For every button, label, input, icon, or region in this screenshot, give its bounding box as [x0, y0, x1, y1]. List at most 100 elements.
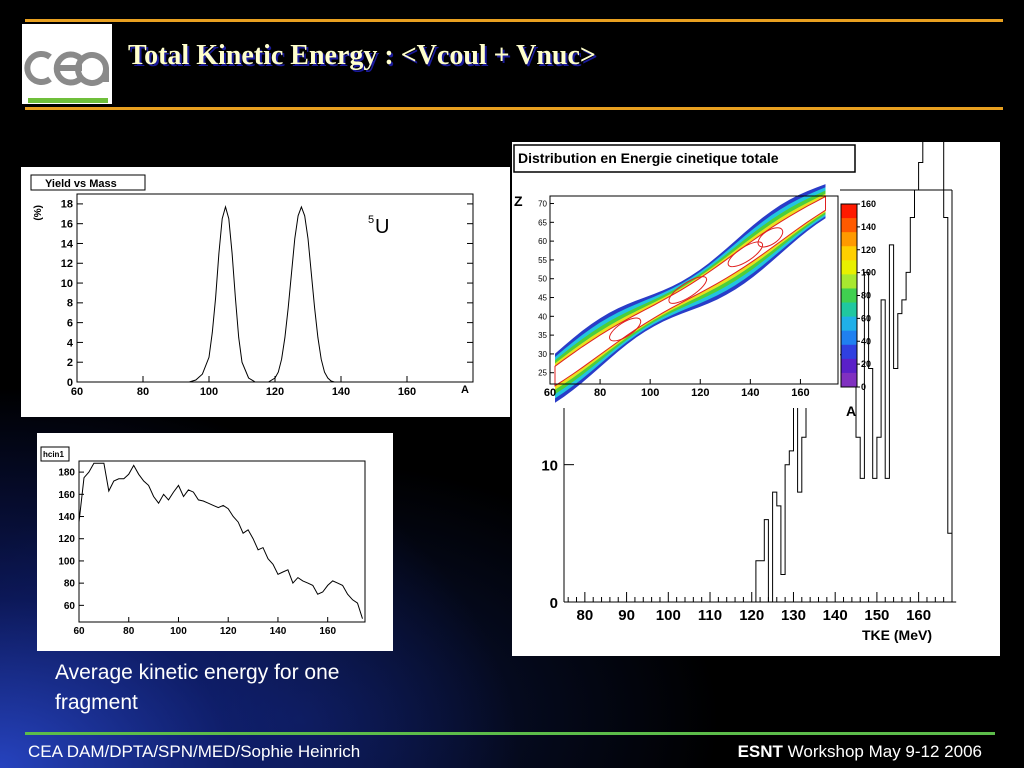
hcin1-frame — [78, 460, 366, 623]
tke-panel: 80 90 100 110 120 130 140 150 160 0 10 20 Distribut… — [512, 0, 1000, 656]
yield-x-tick-label: 140 — [332, 386, 350, 398]
heatmap-chart-title: Distribution en Energie cinetique totale — [518, 150, 779, 166]
colorbar-band — [841, 288, 857, 304]
hcin1-title-box — [40, 446, 70, 462]
colorbar-band — [841, 358, 857, 374]
yield-x-tick-label: 160 — [398, 386, 416, 398]
colorbar-tick-label: 120 — [861, 245, 876, 255]
yield-chart-title: Yield vs Mass — [45, 178, 117, 190]
tke-x-tick-label: 110 — [698, 607, 722, 624]
hcin1-series-line — [78, 462, 363, 619]
colorbar-band — [841, 246, 857, 261]
heatmap-contour — [757, 227, 784, 248]
cea-logo-icon — [24, 51, 109, 103]
hcin1-x-tick-label: 160 — [319, 626, 336, 637]
colorbar-tick-label: 40 — [861, 336, 871, 346]
hcin1-y-tick-label: 120 — [58, 534, 75, 545]
title-rule-bottom — [25, 107, 1003, 110]
hcin1-x-tick-label: 60 — [73, 626, 85, 637]
hcin1-x-tick-label: 120 — [220, 626, 237, 637]
colorbar-band — [841, 218, 857, 233]
heatmap-y-axis-label: Z — [514, 193, 523, 209]
hcin1-y-tick-label: 80 — [64, 579, 76, 590]
hcin1-y-tick-label: 160 — [58, 490, 75, 501]
heatmap-x-tick-label: 60 — [544, 387, 556, 399]
heatmap-y-tick-label: 30 — [538, 350, 547, 359]
heatmap-y-tick-label: 70 — [538, 200, 547, 209]
colorbar-band — [841, 232, 857, 247]
heatmap-y-tick-label: 60 — [538, 237, 547, 246]
tke-x-tick-label: 80 — [577, 607, 594, 624]
page-title: Total Kinetic Energy : <Vcoul + Vnuc> — [128, 40, 596, 71]
hcin1-x-tick-label: 140 — [270, 626, 287, 637]
colorbar-tick-label: 80 — [861, 291, 871, 301]
colorbar-band — [841, 274, 857, 289]
footer-event-bold: ESNT — [737, 742, 783, 761]
colorbar-band — [841, 316, 857, 332]
footer-rule — [25, 732, 995, 735]
yield-annotation-superscript: 5 — [368, 214, 374, 226]
yield-vs-mass-panel: Yield vs Mass (%) A 5 U 60 80 100 120 140 160… — [21, 167, 510, 417]
heatmap-x-tick-label: 140 — [741, 387, 759, 399]
yield-y-tick-label: 18 — [61, 199, 73, 211]
heatmap-contour — [727, 241, 764, 268]
footer-event-rest: Workshop May 9-12 2006 — [782, 742, 982, 761]
colorbar-tick-label: 60 — [861, 313, 871, 323]
tke-x-tick-label: 140 — [823, 607, 848, 624]
heatmap-y-tick-label: 50 — [538, 275, 547, 284]
heatmap-title-box — [513, 144, 856, 173]
tke-y-tick-label: 0 — [550, 595, 558, 612]
yield-vs-mass-chart: Yield vs Mass (%) A 5 U 60 80 100 120 140 160… — [30, 174, 474, 398]
hcin1-panel: hcin1 60 80 100 120 140 160 60 80 100 120 140 160 18… — [37, 433, 393, 651]
tke-x-tick-label: 90 — [618, 607, 635, 624]
heatmap-x-tick-label: 120 — [691, 387, 709, 399]
yield-y-tick-label: 4 — [67, 337, 74, 349]
heatmap-x-tick-label: 80 — [594, 387, 606, 399]
yield-x-tick-label: 80 — [137, 386, 149, 398]
heatmap-x-tick-label: 160 — [791, 387, 809, 399]
heatmap-y-tick-label: 25 — [538, 369, 547, 378]
yield-y-tick-label: 0 — [67, 377, 73, 389]
yield-y-tick-label: 16 — [61, 219, 73, 231]
hcin1-y-tick-label: 180 — [58, 468, 75, 479]
yield-y-tick-label: 6 — [67, 317, 73, 329]
colorbar-band — [841, 302, 857, 318]
yield-x-tick-label: 120 — [266, 386, 284, 398]
colorbar-tick-label: 20 — [861, 359, 871, 369]
yield-series-line — [77, 205, 473, 383]
title-rule-top — [25, 19, 1003, 22]
hcin1-y-tick-label: 100 — [58, 556, 75, 567]
colorbar-band — [841, 260, 857, 275]
heatmap-y-tick-label: 35 — [538, 331, 547, 340]
colorbar-tick-label: 100 — [861, 268, 876, 278]
tke-x-tick-label: 130 — [781, 607, 806, 624]
yield-annotation: U — [375, 216, 389, 238]
hcin1-x-tick-label: 80 — [123, 626, 135, 637]
heatmap-contour — [668, 276, 708, 304]
cea-logo — [22, 24, 112, 104]
colorbar-tick-label: 160 — [861, 199, 876, 209]
yield-y-tick-label: 12 — [61, 258, 73, 270]
hcin1-chart: hcin1 60 80 100 120 140 160 60 80 100 120 140 160 18… — [40, 446, 366, 637]
tke-x-tick-label: 160 — [906, 607, 931, 624]
yield-title-box — [30, 174, 146, 191]
hcin1-y-tick-label: 140 — [58, 512, 75, 523]
tke-chart: 80 90 100 110 120 130 140 150 160 0 10 20 Distribut… — [512, 0, 957, 643]
heatmap-frame — [549, 195, 839, 385]
heatmap-x-tick-label: 100 — [641, 387, 659, 399]
yield-y-axis-label: (%) — [33, 205, 44, 221]
colorbar-band — [841, 204, 857, 219]
tke-x-tick-label: 150 — [864, 607, 889, 624]
tke-y-tick-label: 10 — [541, 458, 558, 475]
tke-x-tick-label: 100 — [656, 607, 681, 624]
yield-x-axis-label: A — [461, 384, 469, 396]
heatmap-y-tick-label: 45 — [538, 294, 547, 303]
yield-x-tick-label: 60 — [71, 386, 83, 398]
colorbar-band — [841, 330, 857, 346]
colorbar-tick-label: 140 — [861, 222, 876, 232]
footer-author: CEA DAM/DPTA/SPN/MED/Sophie Heinrich — [28, 742, 361, 761]
tke-x-tick-label: 120 — [739, 607, 764, 624]
yield-y-tick-label: 14 — [61, 238, 74, 250]
colorbar-band — [841, 372, 857, 388]
yield-x-tick-label: 100 — [200, 386, 218, 398]
